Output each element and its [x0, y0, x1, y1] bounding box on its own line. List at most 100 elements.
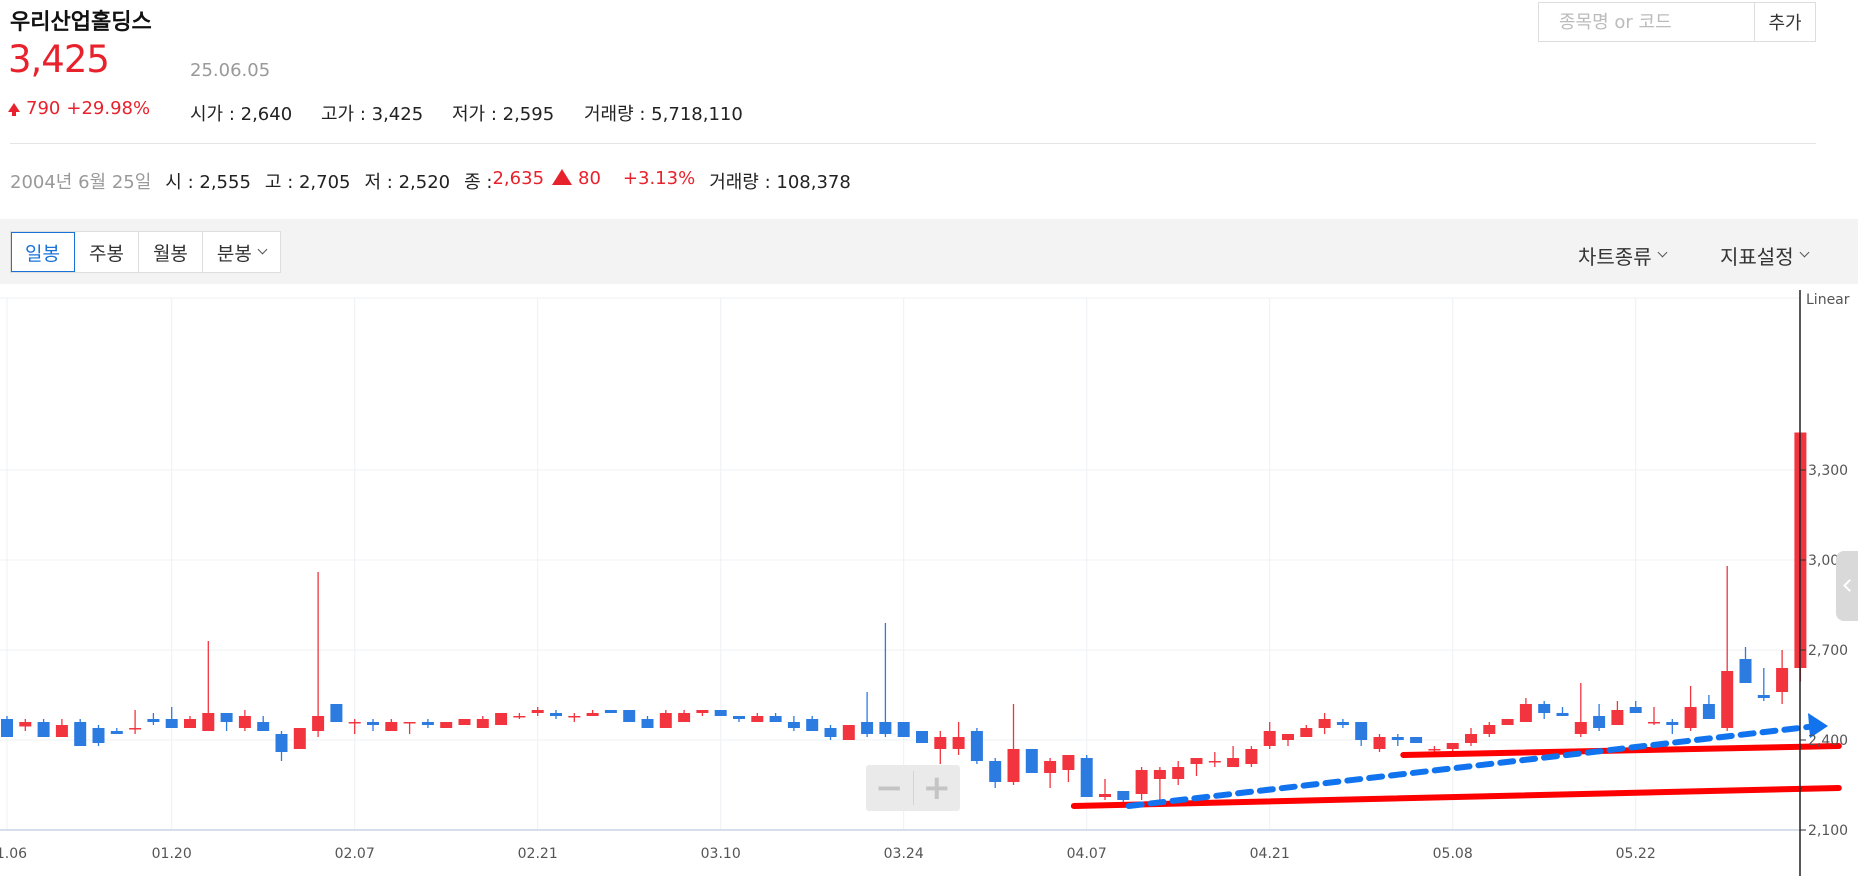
candle: [110, 728, 123, 734]
candle: [184, 716, 196, 728]
candle: [678, 710, 691, 722]
candle-body: [385, 722, 398, 731]
candle-body: [1208, 761, 1221, 763]
candle-body: [1300, 728, 1313, 737]
candlestick-chart[interactable]: 3,3003,0002,7002,4002,10001.0601.2002.07…: [0, 290, 1858, 876]
candle-body: [1245, 749, 1258, 764]
candle-body: [842, 725, 855, 740]
candle: [1739, 647, 1752, 683]
trendline-red: [1070, 785, 1842, 809]
candle: [458, 719, 471, 725]
candle-body: [1227, 758, 1240, 767]
candle: [1373, 734, 1386, 752]
candle-body: [1538, 704, 1551, 713]
zoom-out-button[interactable]: −: [875, 768, 904, 808]
candle: [275, 731, 288, 761]
candle-body: [403, 722, 416, 724]
hover-high: 고 : 2,705: [264, 172, 351, 193]
candle-body: [1501, 719, 1514, 725]
candle-body: [1593, 716, 1606, 728]
trendline-layer: [1070, 713, 1842, 809]
candle: [403, 722, 416, 734]
candle: [1611, 701, 1624, 725]
candle: [257, 716, 270, 731]
tab-monthly[interactable]: 월봉: [138, 232, 203, 272]
candle: [348, 719, 361, 734]
candle-body: [678, 713, 691, 722]
candle-body: [421, 722, 434, 725]
candle: [623, 710, 636, 722]
candle: [476, 716, 489, 728]
tab-daily[interactable]: 일봉: [11, 232, 75, 272]
candle-body: [806, 719, 819, 731]
add-button[interactable]: 추가: [1755, 3, 1815, 41]
candle-body: [1739, 659, 1752, 683]
candle: [1318, 713, 1331, 734]
candle-body: [1025, 749, 1038, 773]
candle-body: [970, 731, 983, 761]
candle-body: [367, 722, 379, 725]
candle-body: [238, 716, 251, 728]
candle: [1080, 755, 1093, 797]
change-percent: +29.98%: [66, 98, 151, 119]
candle: [1153, 767, 1166, 800]
candle: [714, 710, 727, 716]
candle-body: [861, 722, 874, 734]
candle: [1519, 698, 1532, 722]
candle-body: [586, 713, 599, 716]
candle-body: [1391, 737, 1404, 740]
candle: [293, 728, 306, 749]
candle-body: [1117, 791, 1130, 800]
candle: [495, 713, 508, 725]
chart-axes: 3,3003,0002,7002,4002,10001.0601.2002.07…: [0, 290, 1850, 876]
candle-body: [1263, 731, 1276, 746]
change-amount: 790: [26, 98, 61, 119]
candle: [1684, 686, 1697, 731]
candle-body: [440, 722, 453, 728]
chart-type-menu[interactable]: 차트종류: [1578, 241, 1668, 270]
candle: [19, 719, 32, 731]
high-price: 고가 : 3,425: [321, 104, 424, 125]
candle: [367, 719, 379, 731]
x-tick-label: 05.08: [1433, 846, 1473, 862]
x-tick-label: 01.20: [152, 846, 192, 862]
tab-minute[interactable]: 분봉: [202, 232, 280, 272]
y-tick-label: 2,100: [1808, 823, 1848, 839]
candle: [165, 707, 178, 728]
candle-body: [733, 716, 745, 719]
side-panel-toggle[interactable]: [1836, 551, 1858, 621]
candle: [1025, 749, 1038, 773]
candle-body: [1483, 725, 1496, 734]
candle: [769, 713, 782, 722]
candle-body: [220, 713, 233, 722]
zoom-in-button[interactable]: +: [922, 768, 952, 808]
candle-body: [1666, 722, 1679, 725]
candle: [1, 716, 13, 737]
candle: [550, 710, 562, 719]
candle: [1574, 683, 1587, 737]
quote-date: 25.06.05: [190, 60, 271, 81]
candle-body: [1465, 734, 1477, 743]
candle-body: [184, 719, 196, 728]
candle: [37, 719, 50, 737]
candle-body: [1611, 710, 1624, 725]
candle-body: [1099, 794, 1111, 797]
candle-body: [495, 713, 508, 725]
candle-body: [1062, 755, 1075, 770]
indicator-settings-menu[interactable]: 지표설정: [1720, 241, 1810, 270]
candle: [1227, 746, 1240, 767]
hover-low: 저 : 2,520: [364, 172, 451, 193]
price-change: 790 +29.98%: [8, 98, 150, 119]
candle-body: [92, 728, 105, 743]
candle-body: [696, 710, 709, 713]
candle: [952, 722, 965, 755]
search-input[interactable]: [1539, 3, 1755, 41]
candle: [916, 731, 928, 743]
candle: [897, 722, 910, 737]
x-tick-label: 04.21: [1250, 846, 1290, 862]
x-tick-label: 02.07: [335, 846, 375, 862]
candle: [1501, 719, 1514, 725]
candle: [1776, 650, 1789, 704]
tab-weekly[interactable]: 주봉: [74, 232, 139, 272]
candle-body: [769, 716, 782, 722]
